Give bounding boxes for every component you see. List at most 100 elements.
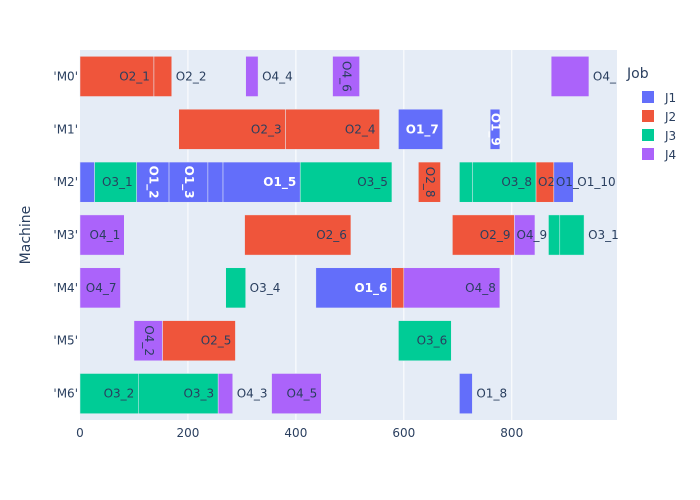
task-label: O2_4 — [345, 122, 376, 136]
task-bar — [244, 214, 352, 256]
task-label: O3_8 — [501, 175, 532, 189]
task-bar — [398, 320, 452, 362]
task-O1_7: O1_7 — [398, 108, 443, 150]
task-bar — [299, 161, 393, 203]
task-label: O1_3 — [181, 166, 196, 199]
task-bar — [398, 108, 443, 150]
task-O4_5: O4_5 — [271, 373, 322, 414]
task-bar — [79, 373, 139, 414]
task-label: O2_8 — [423, 167, 437, 198]
task-O1_2: O1_2 — [136, 161, 170, 203]
y-tick-6: 'M6' — [53, 387, 78, 401]
task-seg-26 — [548, 214, 561, 256]
y-tick-5: 'M5' — [53, 334, 78, 348]
task-O2_4: O2_4 — [285, 108, 380, 150]
task-O3_3: O3_3 — [138, 373, 219, 414]
task-O3_1: O3_1 — [94, 161, 137, 203]
y-axis-title: Machine — [18, 206, 34, 265]
task-label: O1_ — [556, 175, 580, 189]
task-bar — [79, 161, 95, 203]
task-label: O4_7 — [86, 281, 117, 295]
legend-swatch — [642, 91, 654, 103]
legend-swatch — [642, 129, 654, 141]
task-bar — [79, 267, 121, 309]
task-bar — [79, 56, 155, 97]
bars: O2_1 O2_2 O4_4 O4_6 O4_ O2_3 O2_4 O1_7 O1_9 O3_1 O… — [79, 56, 619, 414]
x-tick-800: 800 — [500, 426, 523, 440]
x-tick-400: 400 — [284, 426, 307, 440]
task-O4_8: O4_8 — [403, 267, 501, 309]
legend-item-j3[interactable]: J3 — [642, 129, 676, 143]
task-label: O4_2 — [142, 325, 156, 356]
task-O1_3: O1_3 — [168, 161, 209, 203]
task-bar — [79, 214, 125, 256]
task-label: O2_5 — [201, 334, 232, 348]
task-label: O3_1 — [102, 175, 133, 189]
y-tick-1: 'M1' — [53, 122, 78, 136]
task-label: O3_2 — [104, 387, 135, 401]
task-bar — [548, 214, 561, 256]
task-label: O1_6 — [354, 281, 387, 296]
x-tick-200: 200 — [176, 426, 199, 440]
task-bar — [472, 161, 537, 203]
task-bar — [168, 161, 209, 203]
legend-item-j4[interactable]: J4 — [642, 148, 676, 162]
task-O1_5: O1_5 — [222, 161, 301, 203]
task-bar — [217, 373, 233, 414]
legend-item-j2[interactable]: J2 — [642, 110, 676, 124]
legend-label: J4 — [664, 148, 676, 162]
task-bar — [459, 161, 473, 203]
task-label: O2_6 — [316, 228, 347, 242]
task-bar — [245, 56, 259, 97]
x-tick-0: 0 — [76, 426, 84, 440]
task-O2_8: O2_8 — [418, 161, 441, 203]
x-tick-labels: 0 200 400 600 800 — [76, 426, 523, 440]
task-label: O3_6 — [417, 334, 448, 348]
task-bar — [550, 56, 590, 97]
task-O2_9: O2_9 — [452, 214, 515, 256]
task-O2_3: O2_3 — [178, 108, 286, 150]
task-O1_: O1_ — [553, 161, 580, 203]
task-label: O1_9 — [488, 113, 503, 146]
task-O4_3: O4_3 — [217, 373, 267, 414]
task-label: O4_ — [593, 69, 617, 83]
task-label: O1_10 — [577, 175, 615, 189]
task-O1_8: O1_8 — [459, 373, 507, 414]
task-O4_: O4_ — [550, 56, 617, 97]
task-bar — [138, 373, 219, 414]
task-bar — [418, 161, 441, 203]
task-label: O1_8 — [476, 387, 507, 401]
legend-label: J1 — [664, 91, 676, 105]
task-bar — [514, 214, 536, 256]
task-O3_1: O3_1 — [559, 214, 619, 256]
task-O3_2: O3_2 — [79, 373, 139, 414]
task-bar — [133, 320, 163, 362]
task-bar — [315, 267, 392, 309]
y-tick-labels: 'M0' 'M1' 'M2' 'M3' 'M4' 'M5' 'M6' — [53, 69, 78, 400]
task-bar — [452, 214, 515, 256]
task-bar — [332, 56, 360, 97]
y-tick-3: 'M3' — [53, 228, 78, 242]
task-label: O3_4 — [250, 281, 281, 295]
x-tick-600: 600 — [392, 426, 415, 440]
legend[interactable]: Job J1 J2 J3 J4 — [626, 66, 676, 162]
task-label: O2_9 — [480, 228, 511, 242]
task-label: O4_4 — [262, 69, 293, 83]
task-bar — [153, 56, 172, 97]
task-O4_6: O4_6 — [332, 56, 360, 97]
task-label: O3_1 — [588, 228, 619, 242]
task-seg-17 — [459, 161, 473, 203]
task-O1_6: O1_6 — [315, 267, 392, 309]
task-label: O3_3 — [183, 387, 214, 401]
task-seg-31 — [391, 267, 405, 309]
task-label: O4_9 — [516, 228, 547, 242]
task-O3_8: O3_8 — [472, 161, 537, 203]
task-label: O1_7 — [406, 122, 439, 137]
y-tick-4: 'M4' — [53, 281, 78, 295]
task-seg-13 — [207, 161, 224, 203]
task-seg-9 — [79, 161, 95, 203]
task-O3_4: O3_4 — [225, 267, 281, 309]
task-bar — [285, 108, 380, 150]
legend-item-j1[interactable]: J1 — [642, 91, 676, 105]
